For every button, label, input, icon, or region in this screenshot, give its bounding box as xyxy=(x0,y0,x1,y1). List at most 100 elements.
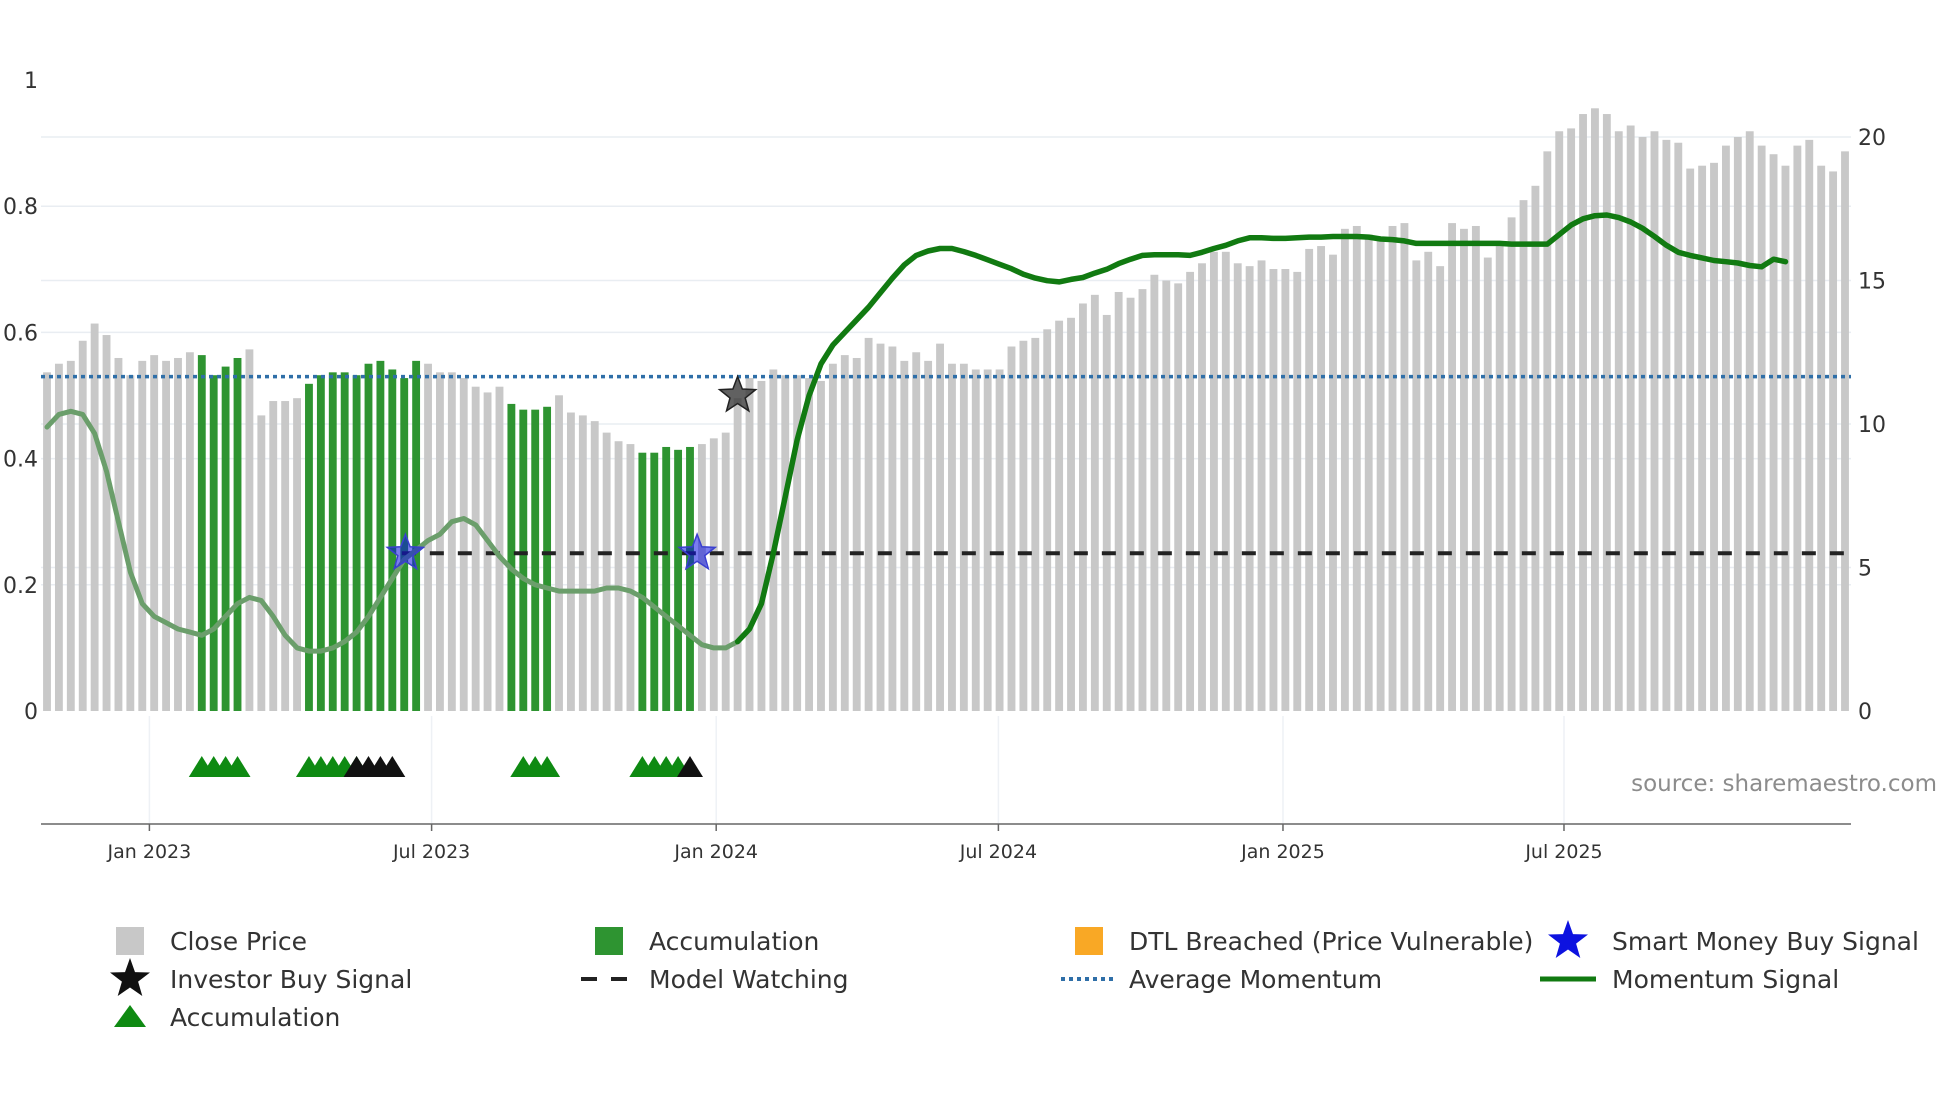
close-price-bar xyxy=(1745,131,1754,711)
close-price-bar xyxy=(566,412,575,711)
close-price-bar xyxy=(245,349,254,711)
close-price-bar xyxy=(1412,260,1421,711)
legend-label-model-watching: Model Watching xyxy=(649,965,849,994)
close-price-bar xyxy=(983,369,992,711)
legend-label-momentum-signal: Momentum Signal xyxy=(1612,965,1839,994)
close-price-bar xyxy=(293,398,301,711)
close-price-bar xyxy=(1198,263,1206,711)
close-price-bar xyxy=(852,357,861,711)
accumulation-bar xyxy=(221,366,230,711)
accumulation-bar xyxy=(531,409,540,711)
legend-swatch-close-price xyxy=(116,927,144,955)
close-price-bar xyxy=(1162,280,1171,711)
right-axis-tick: 0 xyxy=(1858,700,1872,725)
close-price-bar xyxy=(1186,271,1195,711)
close-price-bar xyxy=(721,432,730,711)
legend-label-investor-buy: Investor Buy Signal xyxy=(170,965,412,994)
close-price-bar xyxy=(733,398,742,711)
close-price-bar xyxy=(709,438,718,711)
close-price-bar xyxy=(1769,154,1778,712)
close-price-bar xyxy=(1781,165,1790,711)
close-price-bar xyxy=(948,363,956,711)
close-price-bar xyxy=(114,357,123,711)
accumulation-bar xyxy=(328,372,337,711)
right-axis-tick: 20 xyxy=(1858,126,1886,151)
close-price-bar xyxy=(555,395,563,711)
momentum-signal-line xyxy=(734,212,1789,645)
close-price-bar xyxy=(1329,254,1337,712)
close-price-bar xyxy=(1436,266,1445,711)
investor-buy-signal-star xyxy=(717,374,758,413)
close-price-bar xyxy=(185,352,194,711)
close-price-bar xyxy=(1245,266,1254,711)
close-price-bar xyxy=(54,363,63,711)
accumulation-bar xyxy=(686,446,694,711)
close-price-bar xyxy=(447,372,456,711)
close-price-bar xyxy=(281,401,290,711)
close-price-bar xyxy=(995,369,1004,711)
legend-swatch-dtl-breached xyxy=(1075,927,1103,955)
close-price-bar xyxy=(1221,251,1230,712)
close-price-bar xyxy=(1591,108,1599,712)
close-price-bar xyxy=(578,415,587,711)
close-price-bar xyxy=(495,386,504,711)
momentum-signal-line-faded xyxy=(44,408,741,654)
close-price-bar xyxy=(1650,131,1659,711)
close-price-bar xyxy=(1662,139,1671,711)
close-price-bar xyxy=(459,378,468,711)
close-price-bar xyxy=(626,444,635,711)
accumulation-bar xyxy=(305,383,313,711)
close-price-bar xyxy=(436,372,444,711)
close-price-bar xyxy=(424,363,432,711)
legend-label-dtl-breached: DTL Breached (Price Vulnerable) xyxy=(1129,927,1533,956)
smart-money-buy-signal-star xyxy=(385,532,426,571)
close-price-bar xyxy=(924,360,933,711)
close-price-bar xyxy=(697,444,706,711)
right-axis-tick: 10 xyxy=(1858,413,1886,438)
accumulation-bar xyxy=(352,375,361,711)
close-price-bar xyxy=(1686,168,1695,711)
close-price-bar xyxy=(471,386,480,711)
legend-swatch-accumulation-marker-icon xyxy=(114,1005,146,1027)
close-price-bar xyxy=(745,378,754,711)
close-price-bar xyxy=(1674,142,1683,712)
close-price-bar xyxy=(1079,303,1087,711)
close-price-bar xyxy=(1102,314,1111,711)
accumulation-bar xyxy=(650,452,659,711)
close-price-bar xyxy=(602,432,611,711)
accumulation-marker xyxy=(224,756,251,777)
close-price-bar xyxy=(1340,228,1349,711)
close-price-bar xyxy=(90,323,99,711)
left-axis-tick: 0.8 xyxy=(3,195,38,220)
close-price-bar xyxy=(817,380,825,711)
close-price-bar xyxy=(1209,251,1218,712)
close-price-bar xyxy=(1519,200,1528,711)
close-price-bar xyxy=(1114,291,1123,711)
legend-swatch-smart-money-icon xyxy=(1548,920,1588,958)
legend-label-accumulation-marker: Accumulation xyxy=(170,1003,340,1032)
close-price-bar xyxy=(1817,165,1826,711)
accumulation-bar xyxy=(376,360,385,711)
legend-swatch-investor-icon xyxy=(110,958,150,996)
accumulation-bar xyxy=(316,375,325,711)
accumulation-bar xyxy=(412,360,421,711)
close-price-bar xyxy=(1567,128,1576,711)
close-price-bar xyxy=(66,360,75,711)
close-price-bar xyxy=(1364,234,1373,711)
close-price-bar xyxy=(1150,274,1159,711)
close-price-bar xyxy=(876,343,885,711)
close-price-bar xyxy=(150,355,159,711)
accumulation-bar xyxy=(364,363,373,711)
close-price-bar xyxy=(1031,337,1040,711)
close-price-bar xyxy=(1733,137,1742,711)
signal-stars xyxy=(385,374,758,571)
close-price-bar xyxy=(793,375,802,711)
accumulation-bar xyxy=(233,357,242,711)
close-price-bar xyxy=(936,343,944,711)
left-axis-tick: 0.6 xyxy=(3,321,38,346)
close-price-bar xyxy=(1126,297,1135,711)
close-price-bar xyxy=(1614,131,1623,711)
close-price-bar xyxy=(1233,263,1242,711)
close-price-bar xyxy=(1841,151,1849,712)
